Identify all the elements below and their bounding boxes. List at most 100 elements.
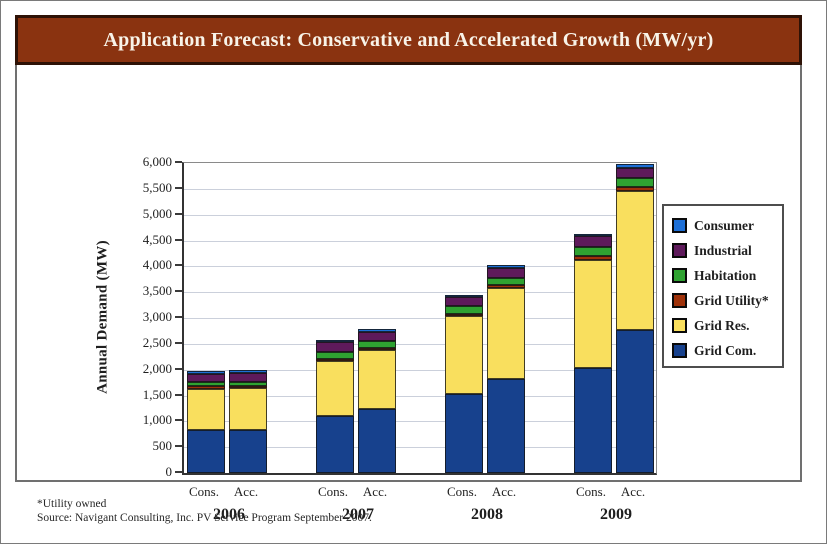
x-label-2009-cons: Cons. bbox=[576, 484, 606, 499]
legend-item-consumer: Consumer bbox=[664, 213, 782, 238]
x-label-year-2009: 2009 bbox=[600, 506, 632, 523]
bar-2007-cons bbox=[316, 163, 354, 473]
y-tick-mark bbox=[175, 186, 182, 189]
bar-segment-grid-com- bbox=[229, 430, 267, 473]
bar-segment-industrial bbox=[445, 297, 483, 307]
y-axis-title: Annual Demand (MW) bbox=[94, 240, 111, 394]
legend-label: Grid Res. bbox=[694, 317, 750, 333]
bar-segment-grid-res- bbox=[487, 288, 525, 379]
x-label-2008-acc: Acc. bbox=[491, 484, 517, 499]
bar-segment-grid-com- bbox=[487, 378, 525, 473]
y-tick-mark bbox=[175, 212, 182, 215]
bar-segment-grid-res- bbox=[574, 260, 612, 369]
y-tick-mark bbox=[175, 393, 182, 396]
chart-panel: Annual Demand (MW) 0 500 1,000 1,500 2,000 2,… bbox=[15, 65, 802, 523]
y-tick-label: 2,000 bbox=[142, 360, 172, 376]
legend-item-habitation: Habitation bbox=[664, 263, 782, 288]
y-tick-mark bbox=[175, 264, 182, 267]
bar-segment-consumer bbox=[229, 370, 267, 374]
bar-segment-grid-utility- bbox=[316, 358, 354, 362]
legend-label: Grid Utility* bbox=[694, 292, 769, 308]
y-tick-label: 2,500 bbox=[142, 334, 172, 350]
bar-segment-grid-utility- bbox=[358, 347, 396, 351]
gridline-2000 bbox=[184, 369, 656, 371]
bar-2006-acc bbox=[229, 163, 267, 473]
bar-segment-grid-utility- bbox=[616, 187, 654, 192]
bar-segment-grid-com- bbox=[616, 329, 654, 473]
bar-segment-consumer bbox=[316, 339, 354, 343]
legend-swatch-icon bbox=[672, 293, 687, 308]
legend-label: Industrial bbox=[694, 242, 752, 258]
legend-swatch-icon bbox=[672, 343, 687, 358]
bar-segment-grid-com- bbox=[358, 409, 396, 473]
y-tick-label: 5,000 bbox=[142, 205, 172, 221]
y-tick-label: 1,000 bbox=[142, 412, 172, 428]
bar-segment-habitation bbox=[316, 351, 354, 359]
bar-segment-habitation bbox=[229, 381, 267, 387]
bar-segment-industrial bbox=[616, 168, 654, 178]
legend-label: Grid Com. bbox=[694, 342, 757, 358]
legend-label: Habitation bbox=[694, 267, 757, 283]
chart-title-bar: Application Forecast: Conservative and A… bbox=[15, 15, 802, 65]
bar-segment-industrial bbox=[316, 342, 354, 352]
x-label-year-2007: 2007 bbox=[342, 506, 374, 523]
bar-segment-industrial bbox=[574, 236, 612, 247]
bar-segment-consumer bbox=[187, 371, 225, 374]
y-tick-mark bbox=[175, 238, 182, 241]
bar-segment-consumer bbox=[358, 329, 396, 332]
x-label-2008-cons: Cons. bbox=[447, 484, 477, 499]
bar-segment-grid-res- bbox=[229, 388, 267, 431]
footnote-utility-owned: *Utility owned bbox=[37, 498, 107, 510]
bar-segment-grid-res- bbox=[616, 191, 654, 330]
bar-segment-grid-utility- bbox=[487, 284, 525, 289]
y-tick-label: 0 bbox=[165, 464, 173, 479]
legend-swatch-icon bbox=[672, 268, 687, 283]
bar-segment-grid-utility- bbox=[187, 386, 225, 389]
bar-2009-acc bbox=[616, 163, 654, 473]
legend-item-grid-utility-: Grid Utility* bbox=[664, 288, 782, 313]
gridline-4500 bbox=[184, 240, 656, 242]
x-label-2007-acc: Acc. bbox=[362, 484, 388, 499]
x-label-year-2008: 2008 bbox=[471, 506, 503, 523]
bar-segment-grid-res- bbox=[358, 350, 396, 410]
gridline-1500 bbox=[184, 395, 656, 397]
y-tick-mark bbox=[175, 367, 182, 370]
gridline-5000 bbox=[184, 214, 656, 216]
bar-segment-grid-utility- bbox=[445, 314, 483, 317]
x-label-year-2006: 2006 bbox=[213, 506, 245, 523]
bar-segment-industrial bbox=[487, 267, 525, 278]
bar-segment-grid-com- bbox=[574, 368, 612, 473]
bar-2007-acc bbox=[358, 163, 396, 473]
bar-segment-grid-utility- bbox=[229, 386, 267, 389]
y-tick-label: 4,500 bbox=[142, 231, 172, 247]
bar-segment-grid-utility- bbox=[574, 256, 612, 261]
y-tick-mark bbox=[175, 290, 182, 293]
x-label-2009-acc: Acc. bbox=[620, 484, 646, 499]
bar-segment-habitation bbox=[616, 178, 654, 188]
gridline-5500 bbox=[184, 188, 656, 190]
y-tick-label: 4,000 bbox=[142, 257, 172, 273]
bar-segment-grid-res- bbox=[316, 361, 354, 417]
chart-title: Application Forecast: Conservative and A… bbox=[103, 28, 714, 51]
legend-item-industrial: Industrial bbox=[664, 238, 782, 263]
bar-segment-grid-res- bbox=[187, 388, 225, 431]
y-tick-label: 6,000 bbox=[142, 154, 172, 169]
bar-2006-cons bbox=[187, 163, 225, 473]
y-tick-label: 1,500 bbox=[142, 386, 172, 402]
gridline-1000 bbox=[184, 421, 656, 423]
gridline-3500 bbox=[184, 292, 656, 294]
bar-segment-habitation bbox=[574, 246, 612, 257]
bar-segment-consumer bbox=[574, 233, 612, 237]
gridline-2500 bbox=[184, 343, 656, 345]
footnote-source: Source: Navigant Consulting, Inc. PV Ser… bbox=[37, 512, 372, 524]
y-tick-label: 500 bbox=[152, 438, 173, 454]
y-tick-mark bbox=[175, 419, 182, 422]
bar-2008-cons bbox=[445, 163, 483, 473]
bar-segment-consumer bbox=[616, 163, 654, 169]
bar-segment-habitation bbox=[187, 381, 225, 387]
y-tick-mark bbox=[175, 445, 182, 448]
bar-segment-industrial bbox=[229, 373, 267, 382]
y-tick-mark bbox=[175, 161, 182, 163]
bar-segment-habitation bbox=[358, 340, 396, 348]
